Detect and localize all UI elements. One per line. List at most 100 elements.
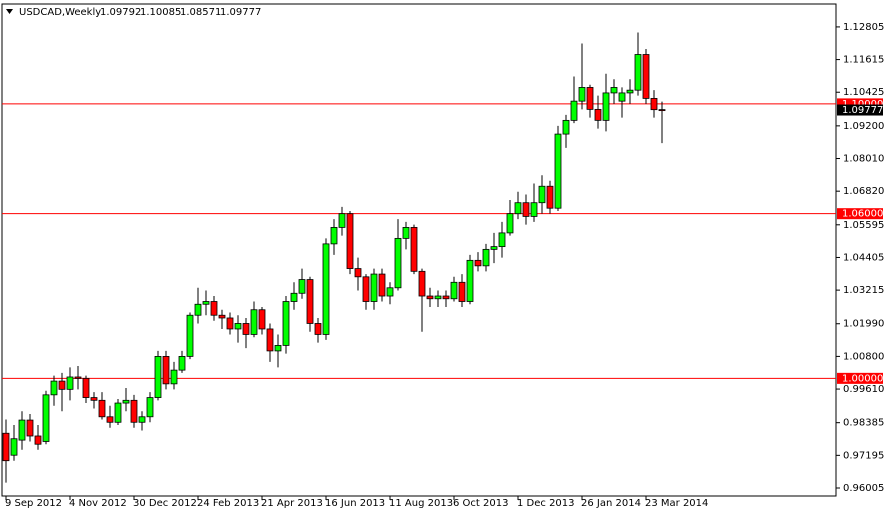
candle-body — [66, 376, 74, 390]
y-tick-label: 1.03215 — [843, 285, 884, 296]
candle-body — [618, 92, 626, 102]
candle-body — [434, 295, 442, 300]
y-tick-label: 1.09200 — [843, 121, 884, 132]
candle-body — [506, 213, 514, 234]
candle-body — [266, 328, 274, 352]
candle-body — [170, 369, 178, 385]
candle-body — [10, 438, 18, 456]
candle-body — [626, 89, 634, 94]
candle-body — [178, 356, 186, 371]
candle-body — [290, 292, 298, 302]
candle-body — [514, 202, 522, 215]
level-label: 1.10000 — [842, 99, 883, 110]
y-tick-label: 1.01990 — [843, 319, 884, 330]
candle-body — [234, 323, 242, 330]
x-tick-label: 4 Nov 2012 — [69, 498, 127, 509]
candle-body — [218, 314, 226, 319]
level-label: 1.00000 — [842, 373, 883, 384]
x-tick-label: 23 Mar 2014 — [645, 498, 708, 509]
candle-body — [458, 281, 466, 302]
candle-body — [410, 227, 418, 272]
last-price-box — [837, 104, 883, 116]
header-high: 1.10085 — [140, 7, 181, 18]
candle-body — [74, 376, 82, 379]
candle-body — [146, 397, 154, 418]
candle-body — [586, 87, 594, 110]
candle-body — [242, 323, 250, 335]
candle-body — [362, 276, 370, 302]
candle-body — [538, 185, 546, 204]
y-tick-label: 1.08010 — [843, 154, 884, 165]
candle-body — [546, 185, 554, 209]
candle-body — [322, 243, 330, 335]
candle-body — [498, 232, 506, 248]
candle-body — [570, 100, 578, 121]
y-tick-label: 0.98385 — [843, 418, 884, 429]
candle-body — [610, 87, 618, 94]
candle-body — [258, 309, 266, 330]
candle-body — [18, 419, 26, 441]
candle-body — [642, 54, 650, 99]
candle-body — [138, 416, 146, 423]
x-tick-label: 21 Apr 2013 — [261, 498, 323, 509]
header-close: 1.09777 — [220, 7, 261, 18]
candle-body — [2, 432, 10, 462]
menu-triangle[interactable] — [6, 9, 13, 14]
y-tick-label: 1.05595 — [843, 220, 884, 231]
header-low: 1.08571 — [180, 7, 221, 18]
candle-body — [658, 109, 666, 112]
header-open: 1.09792 — [100, 7, 141, 18]
candle-body — [562, 119, 570, 135]
candle-body — [26, 419, 34, 437]
y-tick-label: 1.12805 — [843, 22, 884, 33]
y-tick-label: 1.06820 — [843, 186, 884, 197]
candle-body — [114, 402, 122, 423]
x-tick-label: 24 Feb 2013 — [197, 498, 259, 509]
candle-body — [442, 295, 450, 300]
candle-body — [522, 202, 530, 217]
candle-body — [210, 301, 218, 316]
level-label: 1.06000 — [842, 209, 883, 220]
candle-body — [250, 309, 258, 335]
candle-body — [122, 399, 130, 404]
candle-body — [594, 108, 602, 121]
x-tick-label: 16 Jun 2013 — [325, 498, 385, 509]
candle-body — [130, 399, 138, 423]
candle-body — [602, 92, 610, 121]
candle-body — [482, 248, 490, 267]
x-tick-label: 1 Dec 2013 — [517, 498, 575, 509]
x-tick-label: 6 Oct 2013 — [453, 498, 508, 509]
candle-body — [90, 397, 98, 401]
y-tick-label: 1.00800 — [843, 351, 884, 362]
y-tick-label: 0.97195 — [843, 450, 884, 461]
x-tick-label: 30 Dec 2012 — [133, 498, 197, 509]
candle-body — [282, 301, 290, 346]
x-tick-label: 26 Jan 2014 — [581, 498, 641, 509]
candle-body — [338, 213, 346, 228]
candle-body — [530, 202, 538, 217]
candle-body — [554, 133, 562, 209]
last-price-label: 1.09777 — [842, 105, 883, 116]
candle-body — [50, 380, 58, 396]
candle-body — [634, 54, 642, 91]
candle-body — [314, 323, 322, 335]
candle-body — [466, 259, 474, 302]
candle-body — [194, 303, 202, 316]
candle-body — [306, 279, 314, 324]
candle-body — [402, 227, 410, 239]
plot-frame — [1, 3, 837, 497]
candle-body — [354, 268, 362, 278]
y-tick-label: 0.96005 — [843, 483, 884, 494]
y-tick-label: 0.99610 — [843, 384, 884, 395]
candle-body — [82, 377, 90, 398]
candle-body — [490, 246, 498, 250]
candle-body — [186, 314, 194, 357]
level-label-box — [837, 98, 883, 110]
candle-body — [386, 287, 394, 297]
candle-body — [450, 281, 458, 300]
chart-title: USDCAD,Weekly — [19, 7, 101, 18]
candle-body — [474, 259, 482, 267]
x-tick-label: 9 Sep 2012 — [5, 498, 62, 509]
candle-body — [298, 279, 306, 294]
